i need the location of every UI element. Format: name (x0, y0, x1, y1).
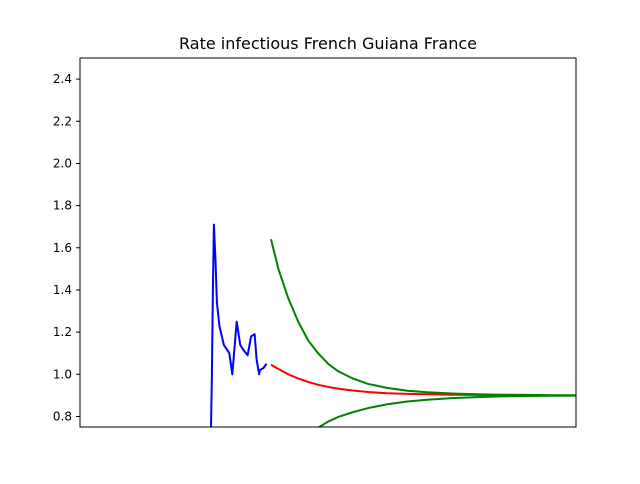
y-tick-label: 1.0 (53, 367, 72, 381)
plot-frame (79, 57, 577, 428)
series-line-4 (317, 394, 576, 427)
y-tick-label: 2.4 (53, 72, 72, 86)
y-tick-label: 1.2 (53, 325, 72, 339)
y-tick-label: 1.4 (53, 283, 72, 297)
y-tick-label: 0.8 (53, 409, 72, 423)
y-tick-label: 2.0 (53, 156, 72, 170)
y-tick-label: 1.6 (53, 241, 72, 255)
y-tick-label: 1.8 (53, 199, 72, 213)
series-line-3 (270, 239, 576, 397)
chart-title: Rate infectious French Guiana France (179, 34, 477, 53)
series-line-1 (210, 223, 268, 427)
y-tick-label: 2.2 (53, 114, 72, 128)
y-axis-ticks: 0.8 1.0 1.2 1.4 1.6 1.8 2.0 2.2 2.4 (53, 72, 80, 423)
series-lines (210, 223, 576, 427)
